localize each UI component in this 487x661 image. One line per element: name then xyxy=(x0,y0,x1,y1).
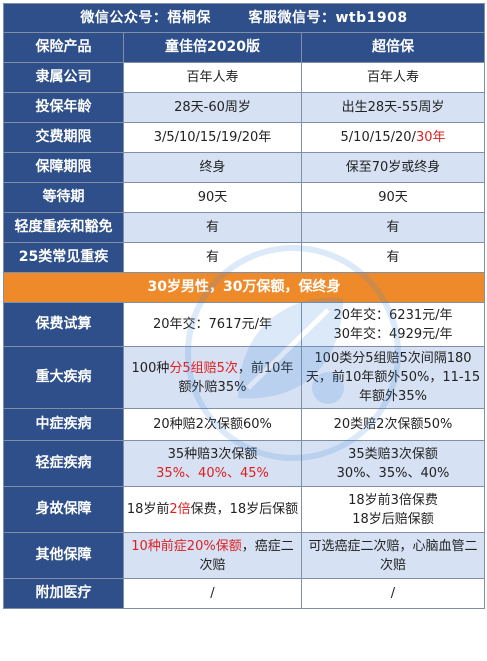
death-line: 18岁前3倍保费 xyxy=(348,492,438,508)
table-row-coverage-term: 保障期限 终身 保至70岁或终身 xyxy=(3,152,485,183)
row-label: 保障期限 xyxy=(3,152,124,183)
row-label: 隶属公司 xyxy=(3,62,124,93)
product1-value: 35种赔3次保额 35%、40%、45% xyxy=(123,440,302,487)
product2-value: 出生28天-55周岁 xyxy=(301,92,485,123)
product2-value: 20年交：6231元/年 30年交：4929元/年 xyxy=(301,302,485,347)
header-product1-cell: 童佳倍2020版 xyxy=(123,32,302,63)
row-label: 身故保障 xyxy=(3,486,124,533)
table-row-medical: 附加医疗 / / xyxy=(3,578,485,609)
top-info-cell: 微信公众号：梧桐保 客服微信号：wtb1908 xyxy=(3,3,485,33)
product2-value: 35类赔3次保额 30%、35%、40% xyxy=(301,440,485,487)
header-label-cell: 保险产品 xyxy=(3,32,124,63)
payment-term-text: 5/10/15/20/ xyxy=(340,130,416,145)
product2-value: 可选癌症二次赔，心脑血管二次赔 xyxy=(301,532,485,579)
other-highlight: 10种前症20%保额 xyxy=(131,538,242,554)
product1-value: 20年交：7617元/年 xyxy=(123,302,302,347)
product2-value: 百年人寿 xyxy=(301,62,485,93)
death-text: 18岁前 xyxy=(126,502,170,517)
table-row-mild-illness: 轻症疾病 35种赔3次保额 35%、40%、45% 35类赔3次保额 30%、35%… xyxy=(3,440,485,487)
row-label: 中症疾病 xyxy=(3,408,124,441)
product2-value: 90天 xyxy=(301,182,485,213)
row-label: 其他保障 xyxy=(3,532,124,579)
table-row-payment-term: 交费期限 3/5/10/15/19/20年 5/10/15/20/30年 xyxy=(3,122,485,153)
product2-value: / xyxy=(301,578,485,609)
table-row-premium: 保费试算 20年交：7617元/年 20年交：6231元/年 30年交：4929元… xyxy=(3,302,485,347)
service-wechat-label: 客服微信号：wtb1908 xyxy=(248,9,408,26)
product1-value: 有 xyxy=(123,212,302,243)
product1-value: 百年人寿 xyxy=(123,62,302,93)
mild-ratios: 30%、35%、40% xyxy=(336,465,450,481)
product2-value: 有 xyxy=(301,242,485,273)
wechat-account-label: 微信公众号：梧桐保 xyxy=(80,9,211,26)
product1-value: 10种前症20%保额，癌症二次赔 xyxy=(123,532,302,579)
table-row-moderate-illness: 中症疾病 20种赔2次保额60% 20类赔2次保额50% xyxy=(3,408,485,441)
header-product2-cell: 超倍保 xyxy=(301,32,485,63)
other-text: ，癌症二次赔 xyxy=(199,538,294,573)
product2-value: 有 xyxy=(301,212,485,243)
table-row-death-benefit: 身故保障 18岁前2倍保费，18岁后保额 18岁前3倍保费 18岁后赔保额 xyxy=(3,486,485,533)
comparison-table-container: 微信公众号：梧桐保 客服微信号：wtb1908 保险产品 童佳倍2020版 超倍… xyxy=(3,3,485,609)
row-label: 等待期 xyxy=(3,182,124,213)
product1-value: 3/5/10/15/19/20年 xyxy=(123,122,302,153)
row-label: 保费试算 xyxy=(3,302,124,347)
premium-line: 20年交：6231元/年 xyxy=(333,307,453,323)
product1-value: 有 xyxy=(123,242,302,273)
death-highlight: 2倍 xyxy=(169,502,191,517)
product2-value: 100类分5组赔5次间隔180天，前10年额外50%，11-15年额外35% xyxy=(301,346,485,409)
row-label: 重大疾病 xyxy=(3,346,124,409)
insurance-comparison-table: 微信公众号：梧桐保 客服微信号：wtb1908 保险产品 童佳倍2020版 超倍… xyxy=(3,3,485,609)
mild-line: 35种赔3次保额 xyxy=(167,446,258,462)
death-text: 保费，18岁后保额 xyxy=(190,502,299,517)
product2-value: 保至70岁或终身 xyxy=(301,152,485,183)
row-label: 投保年龄 xyxy=(3,92,124,123)
product1-value: 28天-60周岁 xyxy=(123,92,302,123)
table-row-other-benefits: 其他保障 10种前症20%保额，癌症二次赔 可选癌症二次赔，心脑血管二次赔 xyxy=(3,532,485,579)
row-label: 附加医疗 xyxy=(3,578,124,609)
scenario-banner: 30岁男性，30万保额，保终身 xyxy=(3,272,485,303)
product2-value: 5/10/15/20/30年 xyxy=(301,122,485,153)
table-row-age: 投保年龄 28天-60周岁 出生28天-55周岁 xyxy=(3,92,485,123)
payment-term-highlight: 30年 xyxy=(415,130,446,145)
table-row-common-diseases: 25类常见重疾 有 有 xyxy=(3,242,485,273)
premium-line: 30年交：4929元/年 xyxy=(333,326,453,342)
product1-value: 终身 xyxy=(123,152,302,183)
product1-value: 20种赔2次保额60% xyxy=(123,408,302,441)
critical-text: ，前10年额外赔35% xyxy=(178,360,294,395)
row-label: 轻症疾病 xyxy=(3,440,124,487)
product1-value: 100种分5组赔5次，前10年额外赔35% xyxy=(123,346,302,409)
critical-text: 100种 xyxy=(131,360,170,376)
table-header-row: 保险产品 童佳倍2020版 超倍保 xyxy=(3,32,485,63)
table-row-company: 隶属公司 百年人寿 百年人寿 xyxy=(3,62,485,93)
product1-value: 90天 xyxy=(123,182,302,213)
scenario-banner-row: 30岁男性，30万保额，保终身 xyxy=(3,272,485,303)
product1-value: 18岁前2倍保费，18岁后保额 xyxy=(123,486,302,533)
mild-ratios-highlight: 35%、40%、45% xyxy=(156,465,269,481)
product1-value: / xyxy=(123,578,302,609)
death-line: 18岁后赔保额 xyxy=(352,511,434,527)
row-label: 25类常见重疾 xyxy=(3,242,124,273)
top-info-row: 微信公众号：梧桐保 客服微信号：wtb1908 xyxy=(3,3,485,33)
product2-value: 20类赔2次保额50% xyxy=(301,408,485,441)
mild-line: 35类赔3次保额 xyxy=(348,446,438,462)
product2-value: 18岁前3倍保费 18岁后赔保额 xyxy=(301,486,485,533)
table-row-critical-illness: 重大疾病 100种分5组赔5次，前10年额外赔35% 100类分5组赔5次间隔1… xyxy=(3,346,485,409)
table-row-mild-waiver: 轻度重疾和豁免 有 有 xyxy=(3,212,485,243)
table-row-waiting-period: 等待期 90天 90天 xyxy=(3,182,485,213)
row-label: 交费期限 xyxy=(3,122,124,153)
critical-highlight: 分5组赔5次 xyxy=(169,360,238,376)
row-label: 轻度重疾和豁免 xyxy=(3,212,124,243)
